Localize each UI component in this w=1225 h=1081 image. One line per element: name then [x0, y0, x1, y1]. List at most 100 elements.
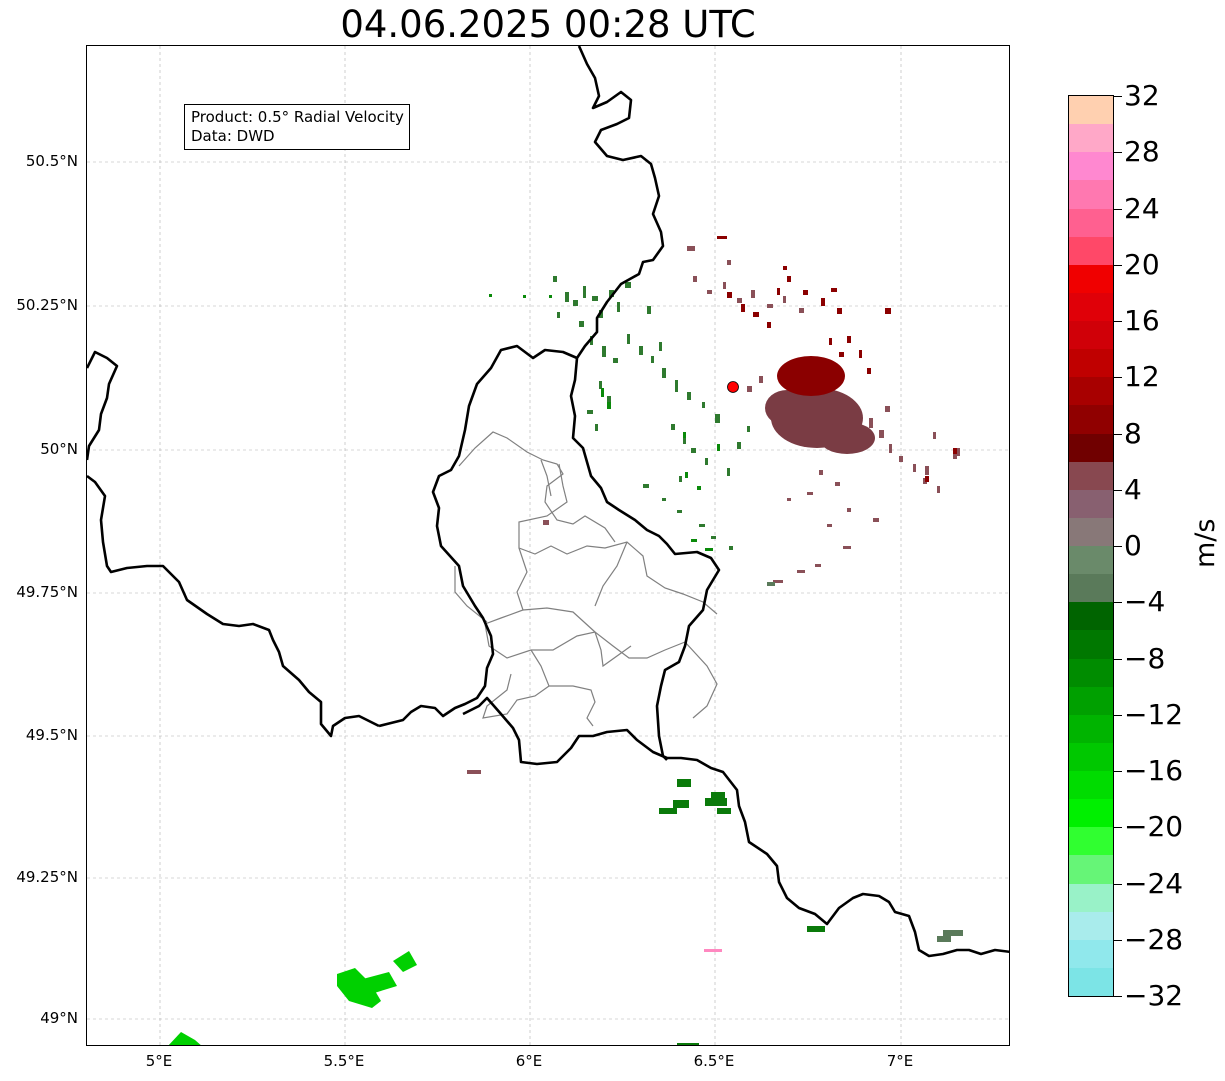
colorbar-segment [1069, 967, 1113, 996]
colorbar-segment [1069, 574, 1113, 603]
velocity-outbound-scatter [467, 246, 960, 774]
colorbar-tick-label: 12 [1124, 360, 1160, 394]
distant-echoes-bright [168, 951, 417, 1045]
colorbar-segment [1069, 546, 1113, 575]
lat-label-50: 50°N [40, 440, 78, 458]
colorbar-segment [1069, 714, 1113, 743]
colorbar-segment [1069, 517, 1113, 546]
colorbar-tick-label: −20 [1124, 810, 1184, 844]
gridlines [87, 46, 1009, 1045]
canton-borders [454, 431, 718, 727]
lon-label-7: 7°E [886, 1052, 914, 1070]
colorbar-tick-label: −12 [1124, 697, 1184, 731]
data-source-label: Data: DWD [191, 127, 275, 145]
colorbar-tick-mark [1114, 96, 1122, 97]
lat-label-49-5: 49.5°N [25, 726, 78, 744]
lat-label-49: 49°N [40, 1009, 78, 1027]
velocity-inbound-strong [489, 294, 720, 551]
colorbar-segment [1069, 489, 1113, 518]
map-canvas [87, 46, 1009, 1045]
national-borders [87, 46, 1009, 958]
radar-site-marker [727, 381, 739, 393]
velocity-colorbar [1068, 95, 1114, 997]
lon-label-5-5: 5.5°E [323, 1052, 365, 1070]
colorbar-segment [1069, 771, 1113, 800]
colorbar-tick-mark [1114, 264, 1122, 266]
colorbar-tick-mark [1114, 939, 1122, 941]
lat-label-50-25: 50.25°N [16, 296, 78, 314]
colorbar-segment [1069, 321, 1113, 350]
colorbar-tick-mark [1114, 152, 1122, 154]
colorbar-unit-label: m/s [1190, 518, 1221, 568]
colorbar-segment [1069, 124, 1113, 153]
colorbar-tick-label: −16 [1124, 754, 1184, 787]
colorbar-tick-mark [1114, 546, 1122, 547]
lon-label-6-5: 6.5°E [693, 1052, 735, 1070]
colorbar-segment [1069, 658, 1113, 687]
colorbar-tick-mark [1114, 489, 1122, 491]
colorbar-segment [1069, 433, 1113, 462]
colorbar-tick-label: 28 [1124, 135, 1160, 169]
colorbar-segment [1069, 630, 1113, 659]
colorbar-tick-label: 20 [1124, 247, 1160, 281]
velocity-outbound-core [765, 388, 875, 454]
colorbar-tick-mark [1114, 996, 1122, 997]
colorbar-segment [1069, 264, 1113, 293]
colorbar-tick-label: 32 [1124, 79, 1160, 112]
distant-echoes-pink [704, 949, 722, 952]
colorbar-tick-label: −32 [1124, 979, 1184, 1012]
colorbar-segment [1069, 461, 1113, 490]
product-info-box: Product: 0.5° Radial Velocity Data: DWD [184, 104, 410, 150]
colorbar-segment [1069, 405, 1113, 434]
colorbar-segment [1069, 855, 1113, 884]
radar-returns [168, 236, 963, 1045]
colorbar-segment [1069, 349, 1113, 378]
colorbar-tick-label: 16 [1124, 304, 1160, 337]
lon-label-5: 5°E [145, 1052, 173, 1070]
colorbar-tick-mark [1114, 658, 1122, 660]
colorbar-segment [1069, 292, 1113, 321]
colorbar-tick-label: −28 [1124, 922, 1184, 956]
distant-echoes-gray [767, 582, 963, 942]
colorbar-tick-mark [1114, 883, 1122, 885]
colorbar-tick-label: 0 [1124, 529, 1142, 562]
colorbar-tick-label: 4 [1124, 472, 1142, 506]
colorbar-tick-mark [1114, 321, 1122, 322]
colorbar-segment [1069, 939, 1113, 968]
colorbar-tick-label: −4 [1124, 585, 1166, 619]
colorbar-tick-mark [1114, 827, 1122, 829]
colorbar-tick-label: −24 [1124, 866, 1184, 900]
colorbar-segment [1069, 742, 1113, 771]
colorbar-tick-label: 24 [1124, 191, 1160, 225]
colorbar-segment [1069, 883, 1113, 912]
colorbar-tick-mark [1114, 602, 1122, 604]
colorbar-segment [1069, 152, 1113, 181]
colorbar-segment [1069, 208, 1113, 237]
colorbar-tick-label: 8 [1124, 416, 1142, 450]
colorbar-segment [1069, 377, 1113, 406]
map-title: 04.06.2025 00:28 UTC [340, 3, 756, 46]
colorbar-segment [1069, 827, 1113, 856]
colorbar-tick-mark [1114, 771, 1122, 772]
colorbar-segment [1069, 236, 1113, 265]
colorbar-tick-mark [1114, 714, 1122, 716]
colorbar-tick-label: −8 [1124, 641, 1166, 675]
velocity-inbound-echoes [553, 276, 750, 550]
colorbar-segment [1069, 686, 1113, 715]
radar-map[interactable]: Product: 0.5° Radial Velocity Data: DWD [86, 45, 1010, 1046]
colorbar-segment [1069, 180, 1113, 209]
velocity-outbound-strong [717, 236, 957, 482]
colorbar-segment [1069, 799, 1113, 828]
lat-label-49-75: 49.75°N [16, 583, 78, 601]
distant-echoes-green [659, 779, 825, 1045]
colorbar-tick-mark [1114, 377, 1122, 379]
product-label: Product: 0.5° Radial Velocity [191, 108, 404, 126]
colorbar-segment [1069, 602, 1113, 631]
colorbar-tick-mark [1114, 433, 1122, 435]
lat-label-49-25: 49.25°N [16, 868, 78, 886]
colorbar-segment [1069, 96, 1113, 125]
lon-label-6: 6°E [515, 1052, 543, 1070]
colorbar-tick-mark [1114, 208, 1122, 210]
colorbar-segment [1069, 911, 1113, 940]
lat-label-50-5: 50.5°N [25, 152, 78, 170]
